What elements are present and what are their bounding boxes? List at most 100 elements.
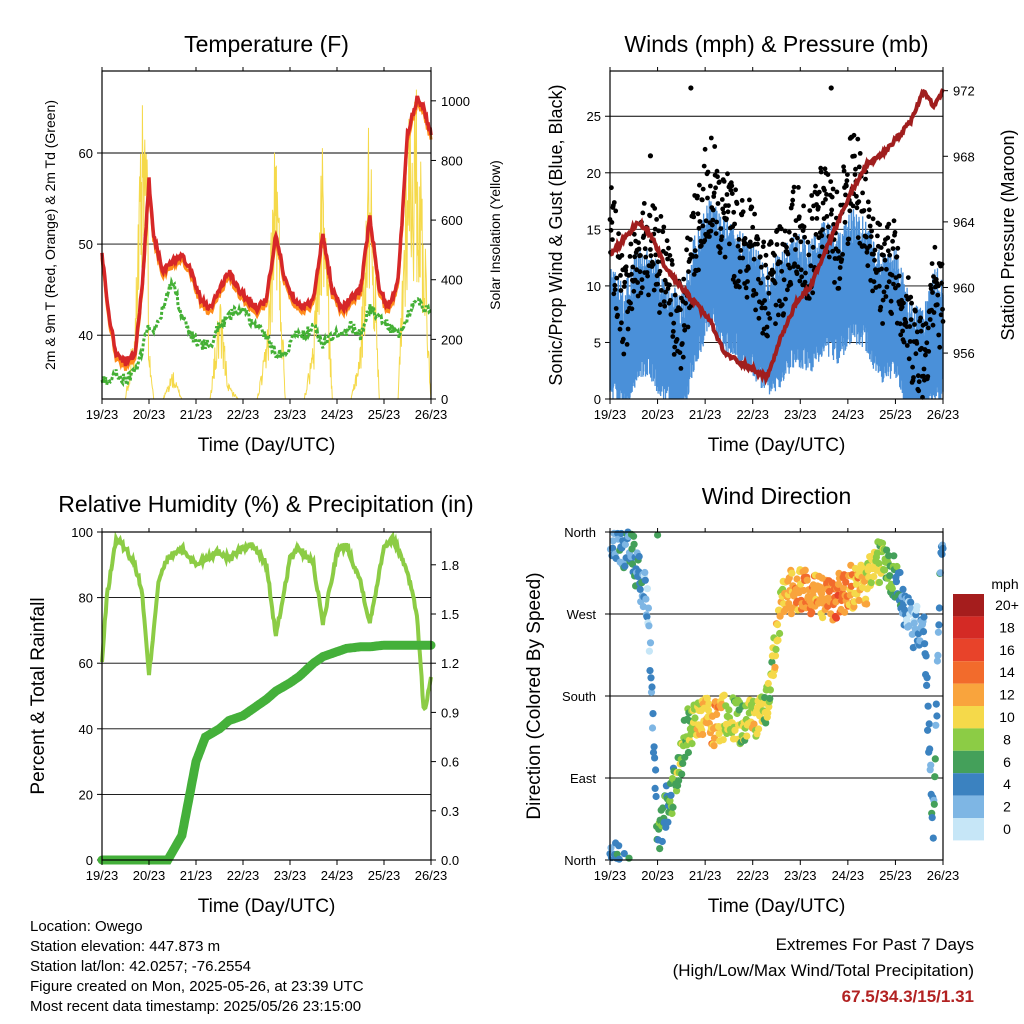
legend-label: 16 [999, 642, 1015, 658]
gust-point [823, 197, 828, 202]
precip-y-tick-label: 0.0 [441, 853, 459, 868]
gust-point [793, 247, 798, 252]
gust-point [828, 179, 834, 185]
solar-y-tick-label: 400 [441, 273, 463, 288]
x-tick-label: 25/23 [879, 407, 912, 422]
gust-point [614, 275, 620, 281]
gust-point [934, 302, 940, 308]
direction-point [771, 652, 780, 660]
direction-point [867, 579, 875, 587]
gust-point [913, 308, 918, 314]
gust-point [856, 199, 862, 205]
gust-point [739, 198, 745, 203]
gust-point [667, 282, 672, 288]
gust-point [760, 244, 766, 250]
gust-point [844, 183, 849, 189]
direction-point [932, 700, 940, 708]
gust-point [631, 288, 637, 294]
direction-point [927, 761, 935, 769]
gust-point [708, 183, 713, 189]
direction-point [935, 621, 943, 629]
gust-point [915, 373, 921, 379]
temp-y-axis-label: 2m & 9m T (Red, Orange) & 2m Td (Green) [42, 100, 58, 370]
gust-point [897, 321, 903, 327]
wind-y-tick-label: 5 [594, 335, 601, 350]
gust-point [744, 294, 750, 300]
direction-tick-label: North [564, 853, 596, 868]
gust-point [709, 222, 715, 228]
direction-point [654, 531, 662, 539]
gust-point [625, 309, 630, 315]
gust-point [762, 305, 768, 311]
plot-frame-2 [609, 70, 944, 400]
x-tick-label: 23/23 [784, 407, 817, 422]
direction-point [855, 596, 863, 605]
gust-point [629, 306, 635, 312]
gust-point [824, 214, 830, 219]
x-tick-label: 19/23 [86, 868, 119, 883]
gust-point [832, 280, 837, 285]
gust-point [850, 203, 856, 209]
direction-point [675, 777, 683, 785]
direction-point [641, 576, 649, 584]
direction-point [808, 608, 816, 617]
gust-point [903, 319, 909, 325]
gust-point [916, 388, 922, 394]
gust-point [783, 296, 788, 302]
dewpoint-line [100, 276, 432, 389]
gust-point [678, 366, 684, 371]
direction-point [684, 748, 693, 757]
plot-frame-1 [101, 70, 432, 400]
chart-title-winds: Winds (mph) & Pressure (mb) [624, 31, 928, 57]
gust-point [789, 202, 795, 208]
direction-point [931, 773, 939, 781]
direction-point [647, 688, 656, 696]
gust-point [845, 172, 850, 178]
pressure-y-axis-label: Station Pressure (Maroon) [998, 129, 1018, 340]
gust-point [618, 288, 624, 293]
gust-point [708, 135, 714, 141]
gust-point [907, 339, 913, 344]
x-tick-label: 26/23 [415, 868, 448, 883]
wind-y-tick-label: 15 [587, 222, 601, 237]
gust-point [895, 282, 901, 288]
gust-point [659, 288, 664, 293]
temp-y-tick-label: 60 [79, 146, 93, 161]
x-tick-label: 24/23 [321, 868, 354, 883]
gust-point [880, 321, 885, 326]
direction-point [834, 580, 843, 588]
gust-point [768, 240, 774, 246]
direction-point [818, 590, 826, 598]
solar-y-axis-label: Solar Insolation (Yellow) [487, 160, 503, 310]
direction-point [667, 791, 675, 799]
gust-point [798, 267, 804, 273]
pressure-y-tick-label: 956 [953, 346, 975, 361]
gust-point [670, 329, 676, 334]
direction-point [691, 714, 699, 722]
gust-point [925, 325, 931, 331]
legend-swatch [953, 594, 984, 617]
gust-point [751, 256, 757, 262]
gust-point [710, 207, 716, 213]
gust-point [761, 239, 767, 245]
gust-point [655, 259, 661, 265]
gust-point [653, 252, 659, 258]
direction-point [870, 573, 878, 581]
gust-point [816, 204, 821, 210]
gust-point [707, 234, 712, 239]
gust-point [810, 290, 816, 296]
gust-point [869, 228, 874, 234]
gust-point [784, 244, 789, 250]
gust-point [643, 254, 649, 260]
precip-y-tick-label: 1.8 [441, 558, 459, 573]
gust-point [619, 320, 624, 326]
gust-point [665, 286, 671, 291]
gust-point [866, 207, 872, 213]
gust-point [648, 247, 653, 252]
gust-point [765, 275, 771, 281]
gust-point [822, 166, 828, 172]
gust-point [909, 300, 914, 306]
gust-point [876, 283, 882, 289]
extremes-title: Extremes For Past 7 Days [775, 935, 974, 954]
solar-y-tick-label: 200 [441, 332, 463, 347]
